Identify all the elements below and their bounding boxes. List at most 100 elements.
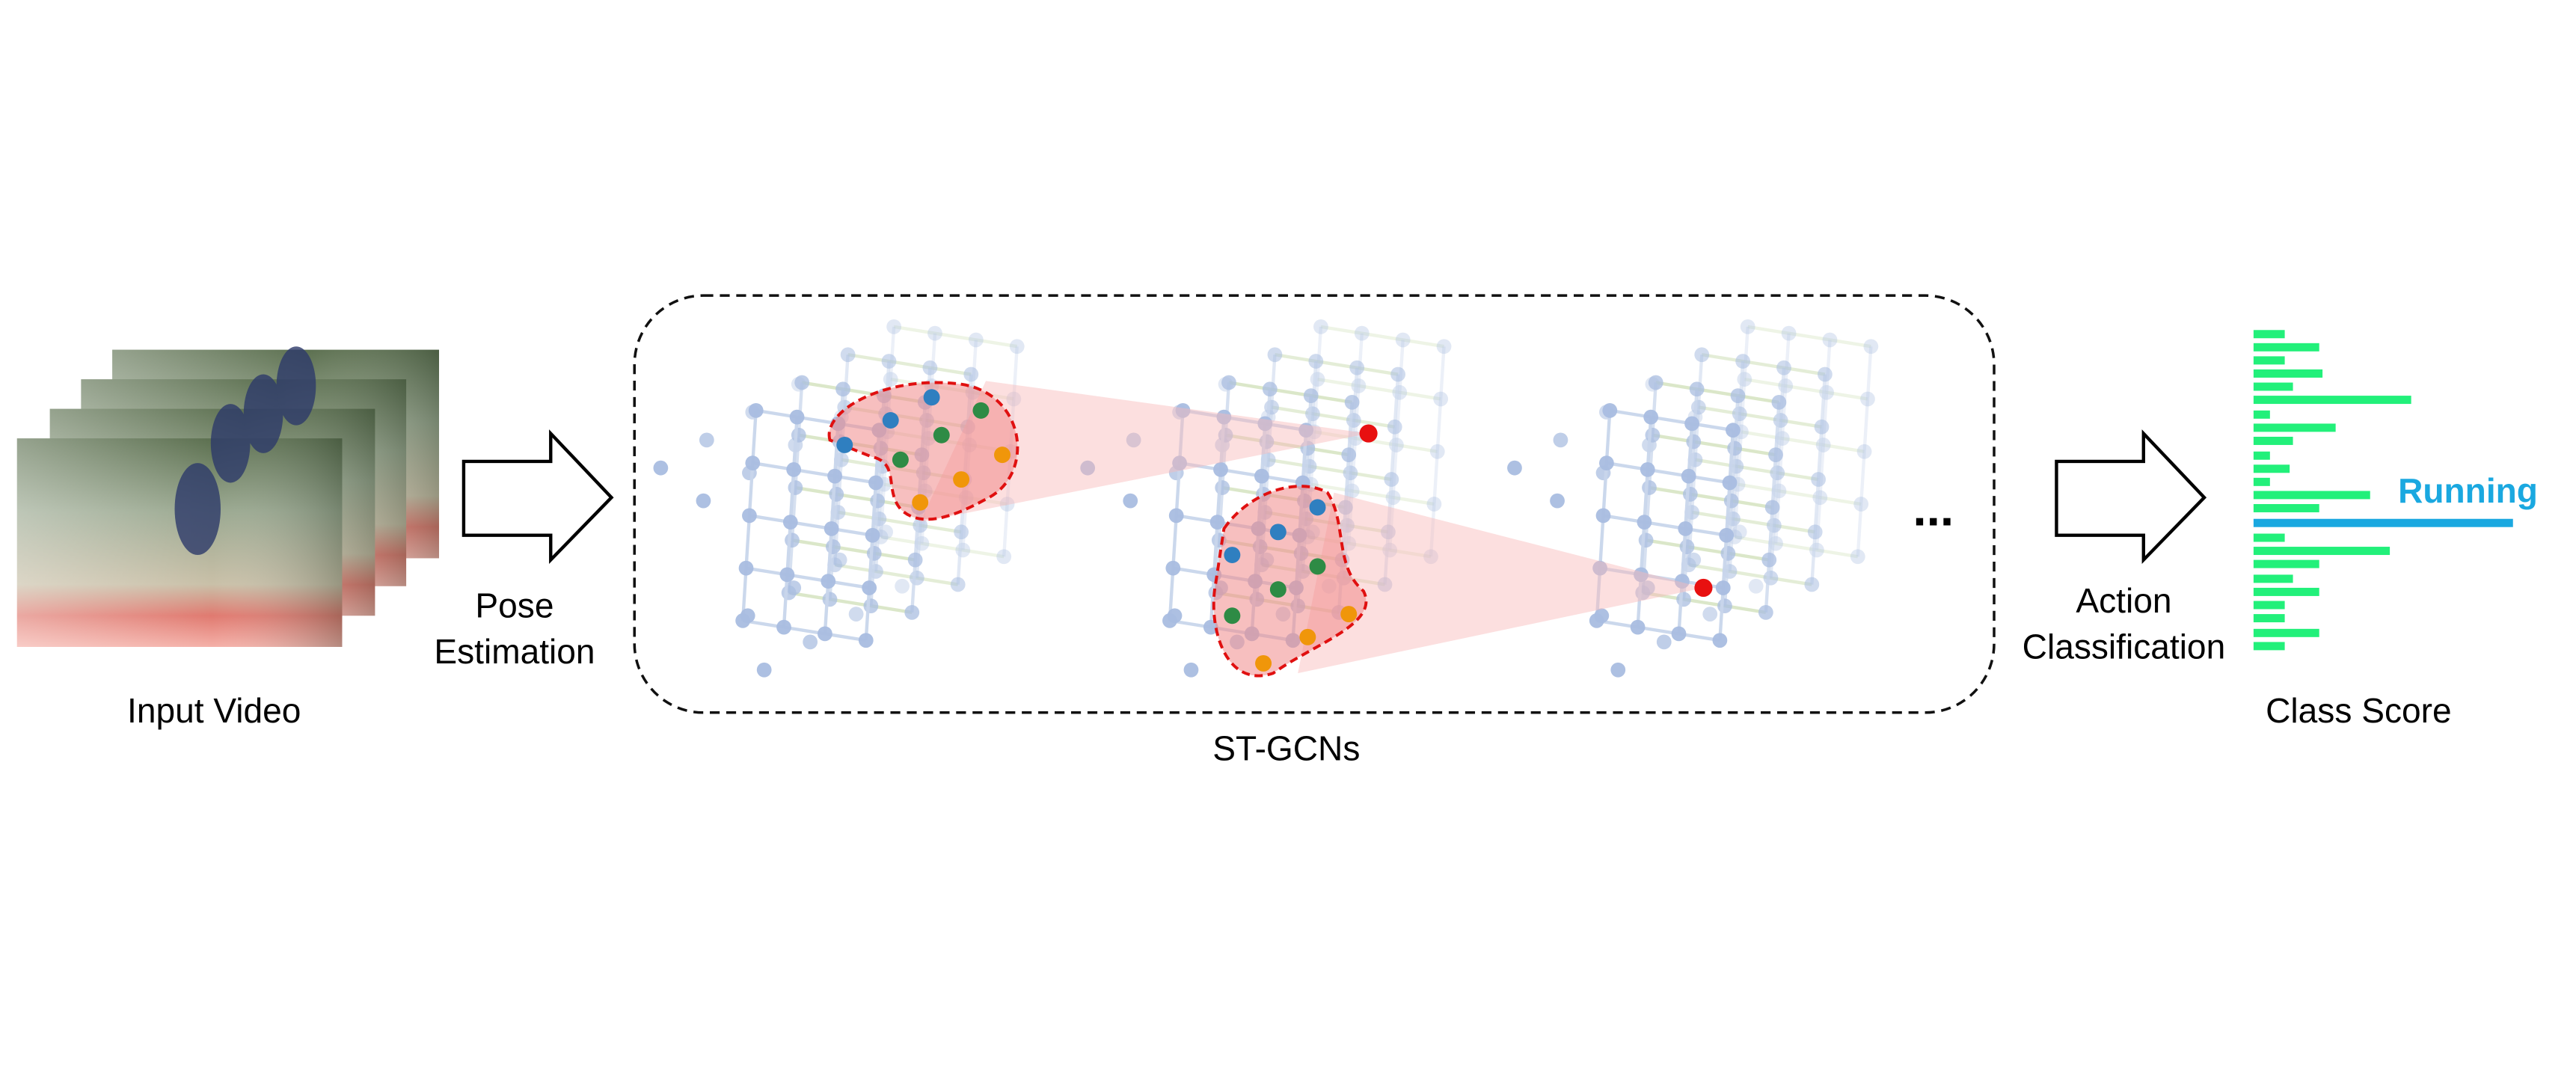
graph-node [1758,604,1773,620]
graph-node [1682,486,1698,502]
graph-node [909,570,924,586]
graph-node [1717,598,1732,613]
graph-edge [1769,525,1776,578]
graph-node [1676,592,1691,607]
graph-edge [1731,466,1738,519]
graph-node [1305,406,1320,422]
graph-node [1344,394,1360,410]
graph-node [1815,438,1831,452]
predicted-class: Running [2398,471,2538,510]
pose-line-2: Estimation [434,632,595,671]
graph-edge [1358,384,1400,394]
neighborhood [1212,485,1368,678]
graph-edge [1747,325,1789,335]
graph-node [827,468,842,484]
graph-edge [1651,382,1657,435]
graph-edge [1212,521,1219,575]
graph-node [824,521,839,536]
graph-edge [1399,390,1441,401]
graph-node [1126,432,1141,448]
graph-edge [1677,581,1684,634]
highlight-nodes [836,389,1713,672]
graph-edge [1224,382,1231,435]
graph-node [835,381,850,397]
graph-node [1863,339,1879,355]
graph-node [1343,465,1358,481]
graph-node [1262,381,1278,397]
graph-node [1429,444,1445,459]
graph-edge [1646,417,1653,470]
graph-edge [1856,503,1863,557]
graph-edge [1402,338,1444,349]
graph-node [1720,545,1736,561]
graph-node [1768,447,1783,463]
graph-node [881,354,897,369]
graph-node [1811,472,1826,487]
graph-node [886,319,901,334]
graph-edge [1349,420,1356,473]
graph-node [1550,493,1565,509]
video-frames [16,346,439,647]
graph-node [1818,366,1833,382]
graph-node [1686,434,1702,449]
graph-edge [1012,346,1019,399]
graph-edge [1830,338,1871,349]
graph-node [1684,416,1699,432]
graph-node [821,574,836,589]
graph-edge [1306,395,1313,449]
graph-edge [1721,535,1729,589]
graph-node [776,619,791,635]
graph-node [788,480,803,495]
graph-node [1392,384,1408,400]
graph-edge [975,338,1018,349]
graph-node [895,578,910,594]
graph-edge [1393,374,1400,427]
graph-node [1712,633,1728,648]
graph-node [1809,542,1824,558]
graph-node [996,549,1012,565]
graph-edge [790,487,797,541]
output-label: Class Score [2266,691,2451,730]
graph-edge [1739,378,1747,432]
graph-edge [1435,399,1443,452]
graph-node [748,402,764,418]
graph-node [1123,493,1138,509]
graph-edge [1350,438,1358,491]
action-line-1: Action [2076,581,2171,620]
graph-edge [1438,346,1446,399]
graph-edge [1345,473,1352,526]
graph-node [1812,490,1828,506]
graph-edge [1824,340,1832,393]
graph-edge [1343,454,1351,508]
graph-node [848,607,864,622]
graph-node [1167,608,1183,624]
graph-edge [1218,417,1226,470]
graph-edge [1361,331,1404,342]
graph-edge [1777,438,1785,491]
graph-node [1850,549,1865,565]
graph-edge [1816,426,1824,480]
input-label: Input Video [127,691,301,730]
graph-edge [747,462,755,516]
graph-node [922,360,938,375]
graph-node [1643,409,1659,425]
graph-edge [1269,355,1277,408]
graph-edge [867,535,874,589]
graph-node [870,493,886,509]
graph-node [1183,662,1199,678]
graph-node [1215,480,1230,495]
graph-node [1732,406,1747,422]
graph-edge [1301,430,1308,483]
graph-node [954,524,969,540]
graph-edge [1265,389,1272,442]
graph-edge [1743,326,1749,380]
graph-node [825,539,841,554]
graph-node [699,432,714,448]
graph-node [1678,521,1693,536]
graph-node [1221,375,1236,390]
graph-edge [1736,432,1744,485]
graph-edge [915,525,922,578]
score-bars [2253,330,2411,651]
graph-edge [1744,377,1786,388]
